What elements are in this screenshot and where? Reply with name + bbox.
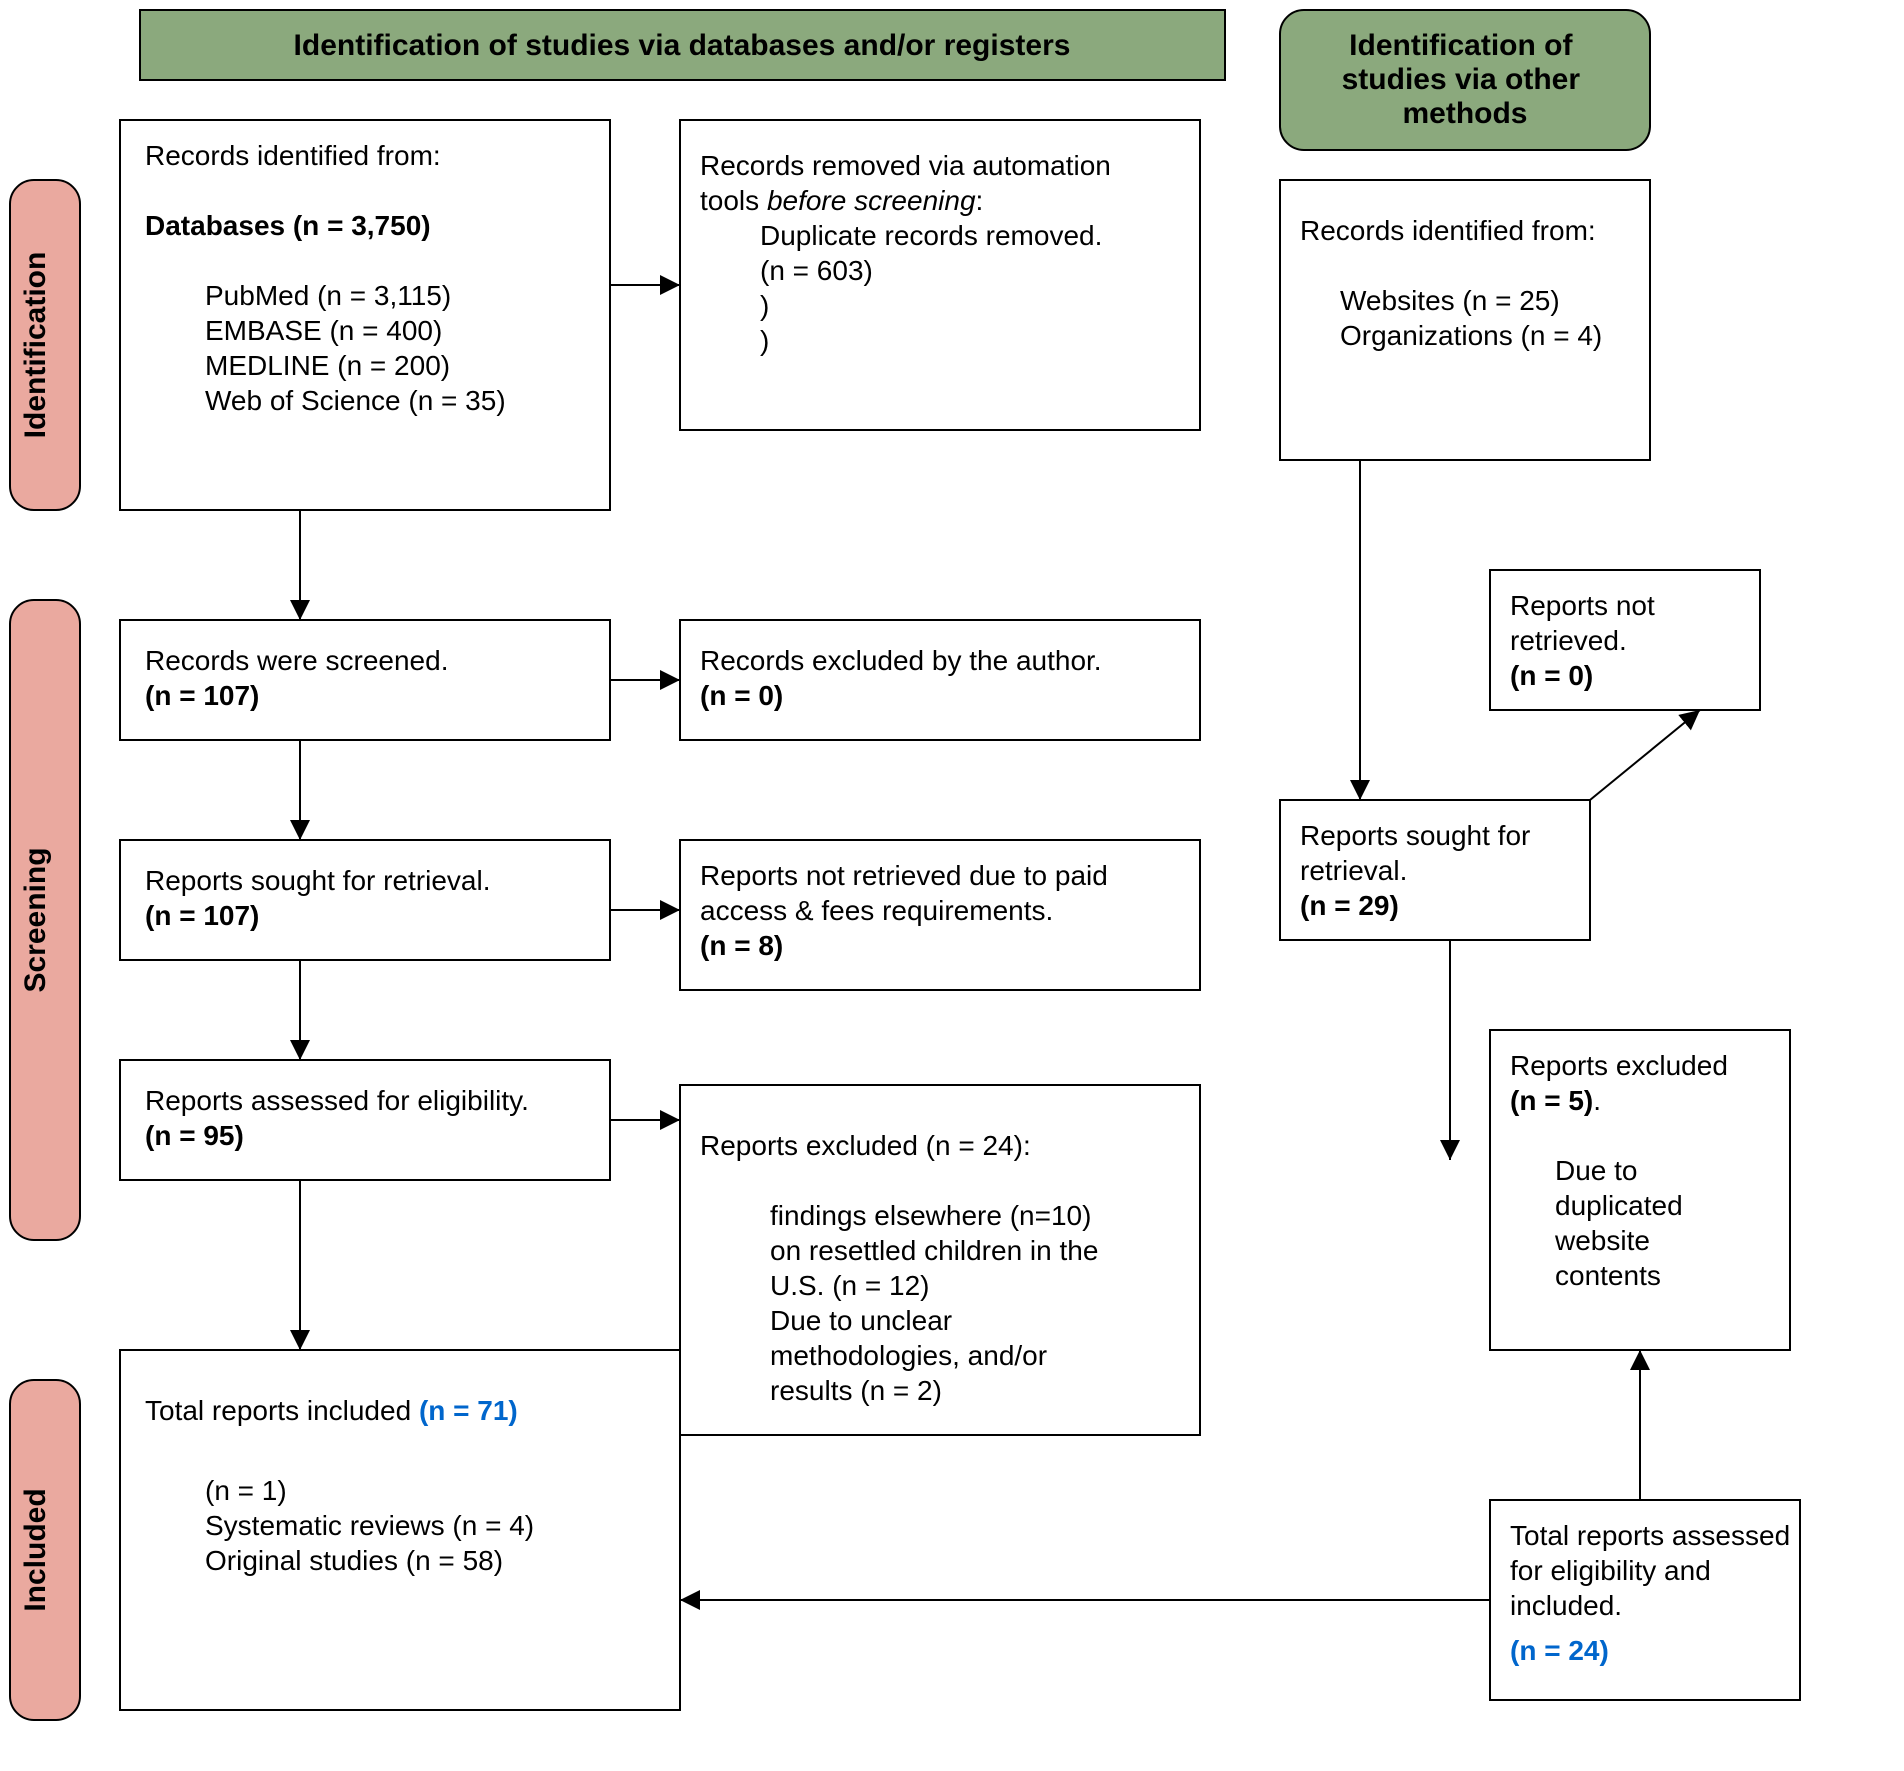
prisma-flowchart: Identification of studies via databases …: [0, 0, 1904, 1771]
header-main-label: Identification of studies via databases …: [294, 29, 1071, 62]
side-identification-label: Identification: [19, 252, 52, 439]
side-included-label: Included: [19, 1488, 52, 1611]
side-screening-label: Screening: [19, 847, 52, 992]
arrow-sought-notret: [1590, 710, 1700, 800]
